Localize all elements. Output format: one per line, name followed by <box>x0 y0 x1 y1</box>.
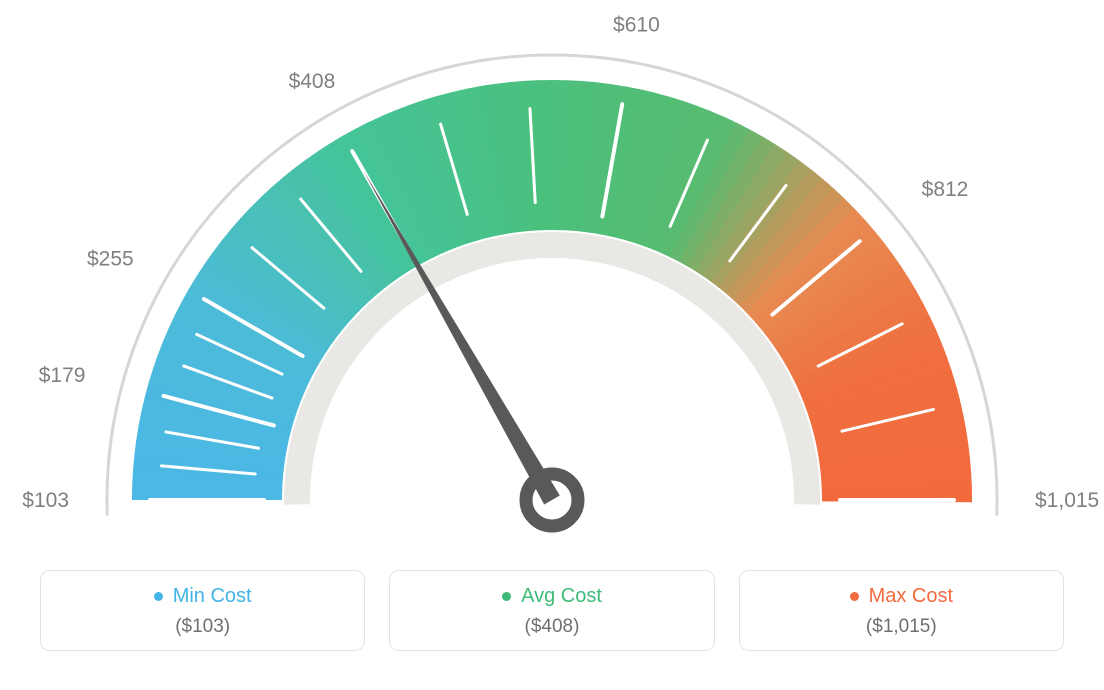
legend-value-max: ($1,015) <box>740 616 1063 638</box>
legend-label-max: Max Cost <box>850 585 953 608</box>
legend-box-max: Max Cost ($1,015) <box>739 570 1064 651</box>
legend-box-min: Min Cost ($103) <box>40 570 365 651</box>
svg-text:$610: $610 <box>613 13 660 36</box>
legend-label-avg: Avg Cost <box>502 585 602 608</box>
svg-text:$812: $812 <box>922 178 969 201</box>
gauge-svg: $103 $179 $255 $408 $610 $812 $1,015 <box>0 0 1104 560</box>
legend-box-avg: Avg Cost ($408) <box>389 570 714 651</box>
svg-text:$103: $103 <box>22 489 69 512</box>
legend-value-min: ($103) <box>41 616 364 638</box>
svg-text:$1,015: $1,015 <box>1035 489 1099 512</box>
legend-value-avg: ($408) <box>390 616 713 638</box>
legend-label-min: Min Cost <box>154 585 252 608</box>
legend-row: Min Cost ($103) Avg Cost ($408) Max Cost… <box>0 570 1104 651</box>
svg-text:$408: $408 <box>289 70 336 93</box>
svg-text:$179: $179 <box>39 364 86 387</box>
gauge-area: $103 $179 $255 $408 $610 $812 $1,015 <box>0 0 1104 560</box>
gauge-chart-container: $103 $179 $255 $408 $610 $812 $1,015 Min Cost … <box>0 0 1104 690</box>
svg-text:$255: $255 <box>87 248 134 271</box>
